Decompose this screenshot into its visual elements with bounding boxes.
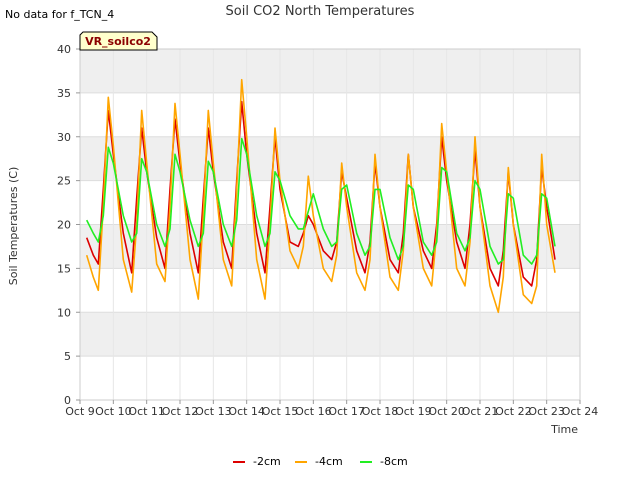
x-tick-label: Oct 17	[328, 405, 365, 418]
x-tick-label: Oct 21	[462, 405, 499, 418]
badge-box	[79, 31, 158, 51]
x-tick-label: Oct 12	[162, 405, 199, 418]
y-tick-label: 20	[57, 219, 71, 232]
x-tick-label: Oct 15	[262, 405, 299, 418]
x-tick-label: Oct 10	[95, 405, 132, 418]
legend-label-2: -4cm	[315, 455, 343, 468]
x-tick-label: Oct 14	[228, 405, 265, 418]
x-tick-label: Oct 19	[395, 405, 432, 418]
y-tick-label: 10	[57, 306, 71, 319]
legend: -2cm -4cm -8cm	[233, 455, 408, 468]
legend-label-3: -8cm	[380, 455, 408, 468]
y-tick-label: 15	[57, 262, 71, 275]
y-tick-label: 0	[64, 394, 71, 407]
x-tick-label: Oct 23	[528, 405, 565, 418]
x-tick-label: Oct 22	[495, 405, 532, 418]
x-tick-label: Oct 9	[65, 405, 95, 418]
no-data-note: No data for f_TCN_4	[5, 8, 114, 21]
y-axis-label: Soil Temperatures (C)	[7, 167, 20, 286]
x-tick-label: Oct 11	[128, 405, 165, 418]
x-tick-label: Oct 20	[428, 405, 465, 418]
badge-label: VR_soilco2	[85, 35, 151, 48]
y-tick-label: 30	[57, 131, 71, 144]
y-tick-label: 40	[57, 43, 71, 56]
chart-title: Soil CO2 North Temperatures	[226, 4, 415, 19]
background-band	[80, 49, 580, 93]
y-tick-label: 35	[57, 87, 71, 100]
y-tick-label: 25	[57, 175, 71, 188]
x-tick-label: Oct 24	[562, 405, 599, 418]
background-band	[80, 312, 580, 357]
x-tick-label: Oct 13	[195, 405, 232, 418]
y-axis-ticks: 0 5 10 15 20 25 30 35 40	[57, 43, 80, 407]
x-tick-label: Oct 18	[362, 405, 399, 418]
y-tick-label: 5	[64, 350, 71, 363]
series-lines	[85, 78, 556, 314]
series-line-2	[85, 78, 556, 314]
badge: VR_soilco2	[79, 31, 158, 51]
x-axis-label: Time	[550, 423, 578, 436]
legend-label-1: -2cm	[253, 455, 281, 468]
x-tick-label: Oct 16	[295, 405, 332, 418]
background-band	[80, 136, 580, 181]
series-line-3	[85, 137, 556, 265]
